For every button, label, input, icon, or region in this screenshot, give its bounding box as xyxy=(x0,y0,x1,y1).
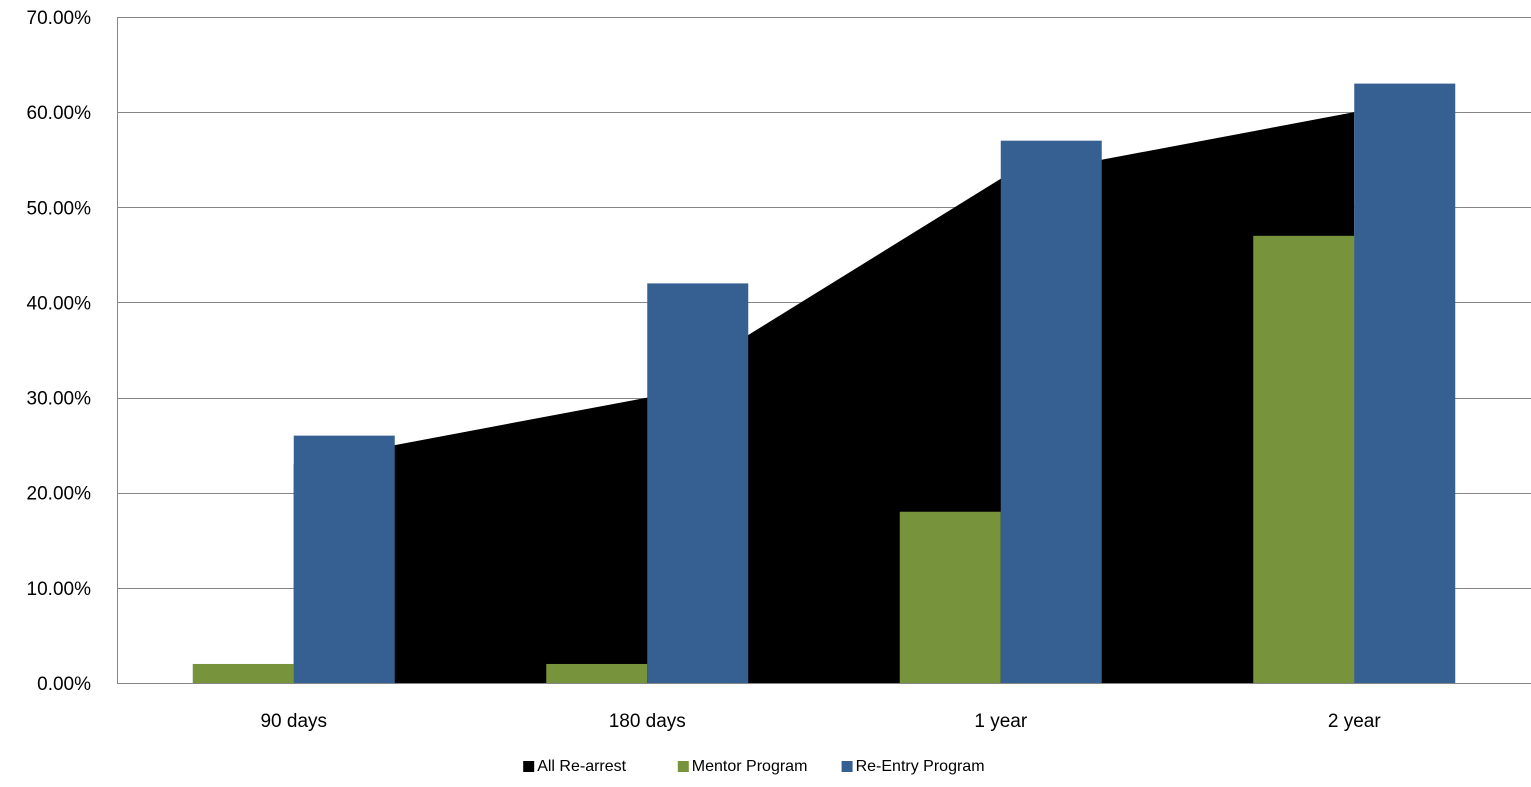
bar-1-2 xyxy=(1000,140,1102,683)
y-tick-label-4: 40.00% xyxy=(27,293,92,314)
y-tick-label-7: 70.00% xyxy=(27,8,92,29)
area-series xyxy=(293,112,1355,683)
y-tick-label-5: 50.00% xyxy=(27,198,92,219)
bar-1-3 xyxy=(1354,83,1456,684)
bar-0-1 xyxy=(546,663,648,683)
legend-label-1: Mentor Program xyxy=(692,758,808,775)
bar-0-0 xyxy=(192,663,294,683)
legend-swatch-0 xyxy=(523,761,535,772)
axes xyxy=(117,17,1531,684)
legend-swatch-1 xyxy=(677,761,689,772)
area-0 xyxy=(293,112,1355,683)
y-tick-label-3: 30.00% xyxy=(27,389,92,410)
x-tick-label-1: 180 days xyxy=(609,711,686,732)
legend-label-2: Re-Entry Program xyxy=(856,758,985,775)
y-tick-label-1: 10.00% xyxy=(27,579,92,600)
bar-1-0 xyxy=(293,435,395,683)
bar-series xyxy=(192,83,1456,684)
x-tick-label-2: 1 year xyxy=(974,711,1027,732)
y-tick-label-6: 60.00% xyxy=(27,103,92,124)
y-axis-tick-labels: 0.00% 10.00% 20.00% 30.00% 40.00% 50.00% 60.00… xyxy=(27,8,92,695)
x-tick-label-0: 90 days xyxy=(260,711,327,732)
bar-0-2 xyxy=(899,511,1001,683)
bar-0-3 xyxy=(1253,235,1355,684)
legend-swatch-2 xyxy=(841,761,853,772)
x-axis-tick-labels: 90 days 180 days 1 year 2 year xyxy=(260,711,1381,732)
x-tick-label-3: 2 year xyxy=(1328,711,1381,732)
y-tick-label-0: 0.00% xyxy=(37,674,91,695)
legend: All Re-arrest Mentor Program Re-Entry Prog… xyxy=(523,758,985,775)
bar-1-1 xyxy=(647,283,749,683)
y-tick-label-2: 20.00% xyxy=(27,484,92,505)
legend-label-0: All Re-arrest xyxy=(537,758,626,775)
